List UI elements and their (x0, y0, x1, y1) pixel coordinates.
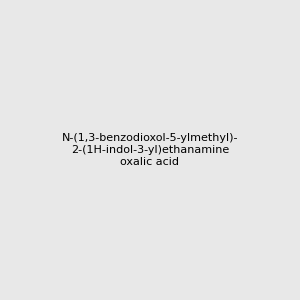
Text: N-(1,3-benzodioxol-5-ylmethyl)-
2-(1H-indol-3-yl)ethanamine
oxalic acid: N-(1,3-benzodioxol-5-ylmethyl)- 2-(1H-in… (62, 134, 238, 166)
